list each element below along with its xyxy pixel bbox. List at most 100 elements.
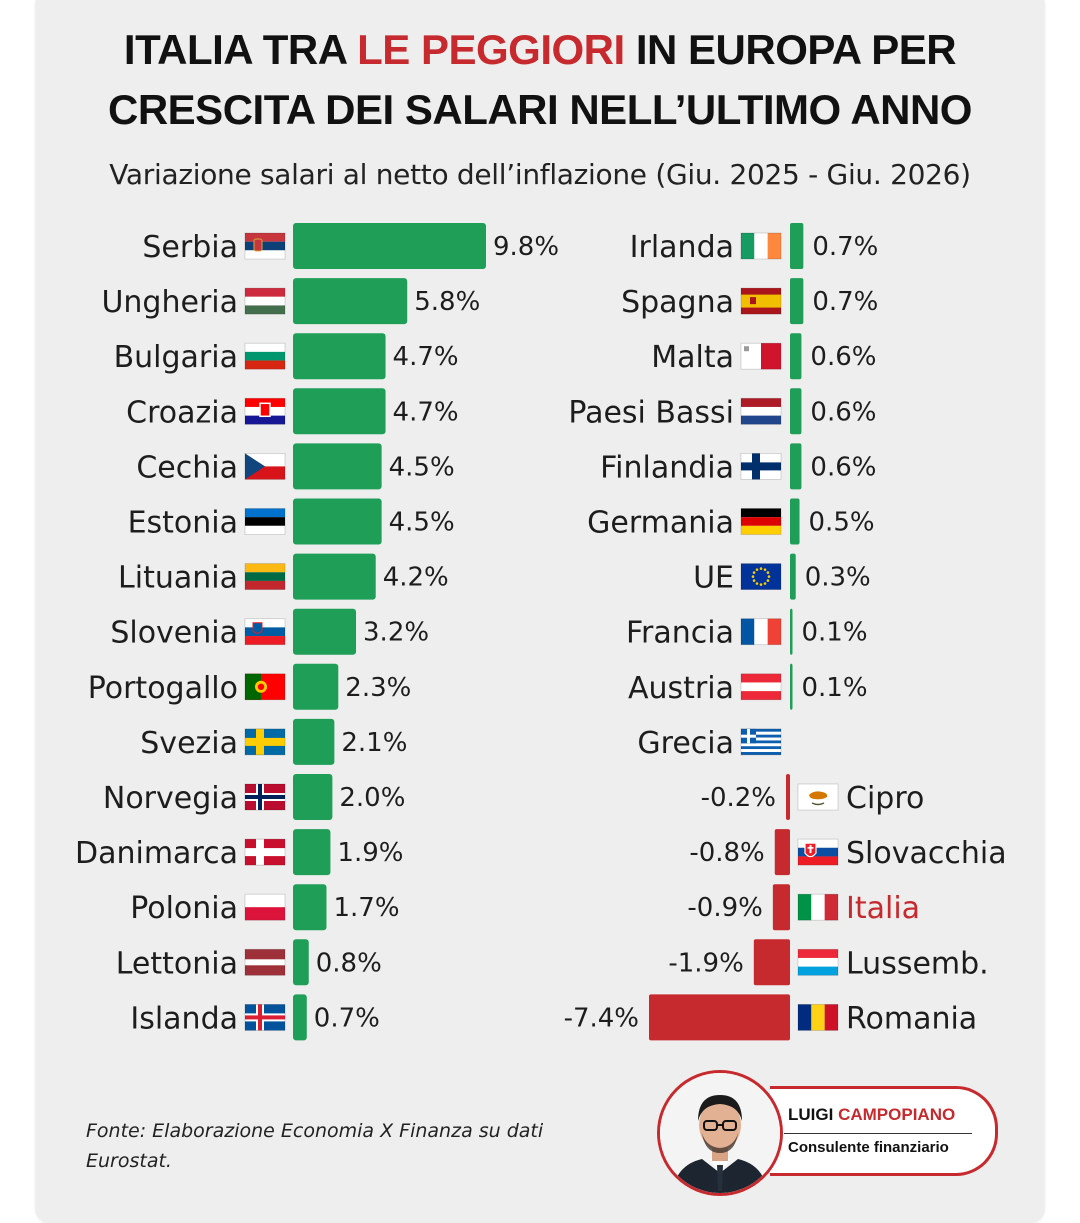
flag-denmark-icon [244,838,286,866]
value-label-svezia: 2.1% [341,728,407,758]
bar-italia [772,884,790,931]
source-note: Fonte: Elaborazione Economia X Finanza s… [86,1120,544,1172]
value-label-polonia: 1.7% [333,893,399,923]
flag-austria-icon [740,673,782,701]
flag-spain-icon [740,287,782,315]
flag-slovakia-icon [797,838,839,866]
bar-cipro [786,774,790,820]
category-label-paesi-bassi: Paesi Bassi [568,395,734,430]
category-label-austria: Austria [628,671,734,706]
author-role: Consulente finanziario [788,1139,949,1156]
flag-greece-icon [740,728,782,756]
bar-lettonia [293,939,309,986]
flag-estonia-icon [244,508,286,535]
category-label-germania: Germania [587,506,734,541]
value-label-bulgaria: 4.7% [393,342,459,372]
value-label-norvegia: 2.0% [339,783,405,813]
badge-divider [784,1133,972,1134]
flag-lithuania-icon [244,563,286,590]
value-label-austria: 0.1% [802,673,868,703]
category-label-romania: Romania [846,1001,977,1036]
author-name: LUIGI CAMPOPIANO [788,1105,956,1124]
value-label-germania: 0.5% [809,508,875,538]
bar-lussemb [753,939,790,986]
bar-svezia [293,718,335,765]
category-label-cipro: Cipro [846,781,924,816]
bar-norvegia [293,774,333,820]
flag-ireland-icon [740,232,782,260]
flag-cyprus-icon [797,783,839,811]
bar-estonia [293,498,382,545]
bar-paesi-bassi [790,388,802,435]
value-label-spagna: 0.7% [812,287,878,317]
category-label-slovacchia: Slovacchia [846,836,1007,871]
value-label-serbia: 9.8% [493,232,559,262]
bar-germania [790,498,800,545]
value-label-cechia: 4.5% [389,452,455,482]
title-line-1: ITALIA TRA LE PEGGIORI IN EUROPA PER [123,26,957,73]
value-label-malta: 0.6% [810,342,876,372]
bar-lituania [293,553,376,600]
value-label-paesi-bassi: 0.6% [810,397,876,427]
title-line-2: CRESCITA DEI SALARI NELL’ULTIMO ANNO [108,86,972,133]
category-label-italia: Italia [846,891,920,926]
flag-bulgaria-icon [244,342,286,370]
category-label-serbia: Serbia [142,230,238,265]
bar-serbia [293,223,486,269]
flag-slovenia-icon [244,618,286,646]
category-label-spagna: Spagna [621,285,734,320]
bar-malta [790,333,802,380]
value-label-lituania: 4.2% [383,563,449,593]
value-label-portogallo: 2.3% [345,673,411,703]
value-label-finlandia: 0.6% [810,452,876,482]
bar-danimarca [293,829,331,876]
bar-finlandia [790,443,802,490]
category-label-francia: Francia [626,616,734,651]
category-label-svezia: Svezia [140,726,238,761]
category-label-malta: Malta [651,340,734,375]
category-label-lettonia: Lettonia [116,946,238,981]
category-label-irlanda: Irlanda [630,230,734,265]
bar-cechia [293,443,382,490]
bar-francia [790,608,793,655]
category-label-finlandia: Finlandia [600,450,734,485]
category-label-bulgaria: Bulgaria [114,340,238,375]
value-label-ue: 0.3% [805,563,871,593]
flag-norway-icon [244,783,286,811]
category-label-croazia: Croazia [126,395,238,430]
flag-luxembourg-icon [797,948,839,976]
bar-portogallo [293,663,339,710]
value-label-cipro: -0.2% [701,783,776,813]
value-label-slovacchia: -0.8% [689,838,764,868]
flag-eu-icon [740,563,782,590]
value-label-estonia: 4.5% [389,508,455,538]
bar-slovenia [293,608,357,655]
chart-subtitle: Variazione salari al netto dell’inflazio… [109,158,971,191]
author-badge: LUIGI CAMPOPIANO Consulente finanziario [770,1086,998,1176]
category-label-ue: UE [693,561,734,596]
value-label-croazia: 4.7% [393,397,459,427]
bar-bulgaria [293,333,386,380]
flag-romania-icon [797,1004,839,1031]
value-label-italia: -0.9% [687,893,762,923]
value-label-slovenia: 3.2% [363,618,429,648]
value-label-francia: 0.1% [802,618,868,648]
category-label-islanda: Islanda [130,1001,238,1036]
value-label-islanda: 0.7% [314,1003,380,1033]
flag-netherlands-icon [740,397,782,425]
category-label-lituania: Lituania [118,561,238,596]
flag-croatia-icon [244,397,286,425]
flag-hungary-icon [244,287,286,315]
value-label-ungheria: 5.8% [414,287,480,317]
category-label-danimarca: Danimarca [75,836,238,871]
flag-france-icon [740,618,782,646]
bar-austria [790,663,793,710]
category-label-cechia: Cechia [136,450,238,485]
bar-croazia [293,388,386,435]
category-label-portogallo: Portogallo [88,671,238,706]
author-portrait-icon [657,1070,783,1196]
title-highlight: LE PEGGIORI [357,26,625,73]
value-label-lettonia: 0.8% [316,948,382,978]
bar-romania [649,994,790,1041]
value-label-romania: -7.4% [564,1003,639,1033]
